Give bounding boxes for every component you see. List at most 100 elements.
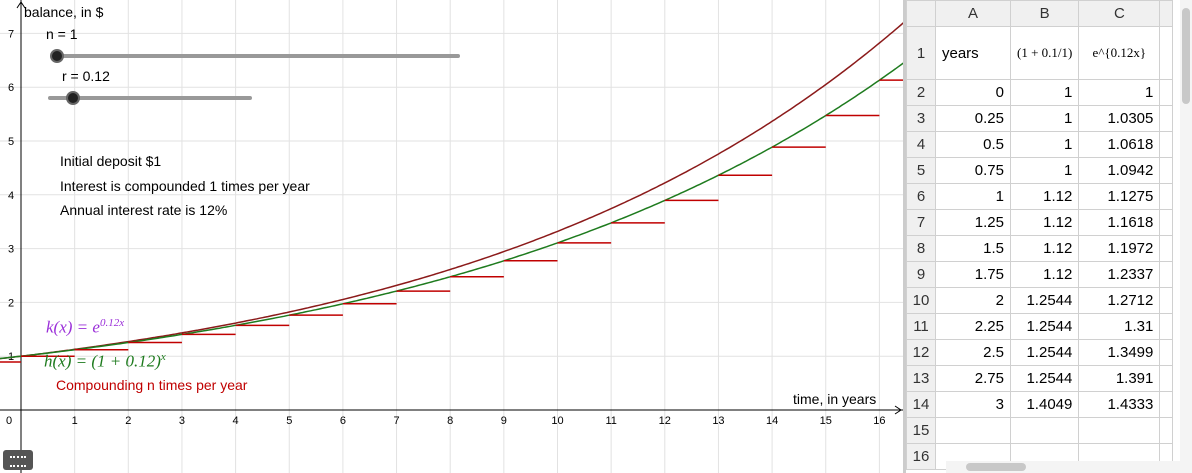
cell-a[interactable]: 3 (935, 391, 1011, 418)
cell-a[interactable]: 0.25 (935, 105, 1011, 132)
row-header[interactable]: 2 (906, 79, 936, 106)
table-row[interactable]: 5 0.75 1 1.0942 (906, 157, 1174, 184)
row-header[interactable]: 8 (906, 235, 936, 262)
cell-b[interactable]: 1.4049 (1009, 391, 1080, 418)
row-header[interactable]: 13 (906, 365, 936, 392)
cell-c[interactable]: 1 (1078, 79, 1161, 106)
cell-c[interactable]: 1.4333 (1078, 391, 1161, 418)
cell-a[interactable]: 2.5 (935, 339, 1011, 366)
row-header[interactable]: 1 (906, 26, 936, 80)
table-row[interactable]: 10 2 1.2544 1.2712 (906, 287, 1174, 314)
row-header[interactable]: 15 (906, 417, 936, 444)
row-header[interactable]: 14 (906, 391, 936, 418)
horizontal-scrollbar[interactable] (946, 461, 1192, 473)
cell-a1[interactable]: years (935, 26, 1011, 80)
cell-b[interactable]: 1 (1009, 105, 1080, 132)
table-row[interactable]: 8 1.5 1.12 1.1972 (906, 235, 1174, 262)
cell-b[interactable]: 1.12 (1009, 209, 1080, 236)
column-header-b[interactable]: B (1009, 0, 1080, 27)
cell-a[interactable] (935, 417, 1011, 444)
corner-cell[interactable] (906, 0, 936, 27)
cell-a[interactable]: 1 (935, 183, 1011, 210)
vertical-scrollbar[interactable] (1180, 0, 1192, 473)
cell-b[interactable]: 1 (1009, 131, 1080, 158)
slider-r-track[interactable] (48, 96, 252, 100)
slider-n-track[interactable] (56, 54, 460, 58)
row-header[interactable]: 4 (906, 131, 936, 158)
table-row[interactable]: 3 0.25 1 1.0305 (906, 105, 1174, 132)
x-tick-label: 5 (286, 415, 292, 427)
row-header[interactable]: 10 (906, 287, 936, 314)
cell-c[interactable]: 1.1275 (1078, 183, 1161, 210)
horizontal-scroll-thumb[interactable] (966, 463, 1026, 471)
y-axis-arrow (16, 1, 26, 9)
table-row[interactable]: 4 0.5 1 1.0618 (906, 131, 1174, 158)
row-header[interactable]: 11 (906, 313, 936, 340)
cell-a[interactable]: 2.75 (935, 365, 1011, 392)
cell-b1[interactable]: (1 + 0.1/1) (1009, 26, 1080, 80)
cell-b[interactable]: 1.12 (1009, 183, 1080, 210)
column-header-a[interactable]: A (935, 0, 1011, 27)
cell-c[interactable]: 1.0942 (1078, 157, 1161, 184)
cell-c[interactable]: 1.0305 (1078, 105, 1161, 132)
slider-r-knob[interactable] (66, 91, 80, 105)
cell-c[interactable]: 1.1972 (1078, 235, 1161, 262)
table-row[interactable]: 15 (906, 417, 1174, 444)
cell-c[interactable]: 1.2712 (1078, 287, 1161, 314)
cell-b[interactable] (1009, 417, 1080, 444)
table-row[interactable]: 14 3 1.4049 1.4333 (906, 391, 1174, 418)
cell-b[interactable]: 1 (1009, 157, 1080, 184)
h-function-label[interactable]: h(x) = (1 + 0.12)x (44, 351, 166, 372)
row-header[interactable]: 6 (906, 183, 936, 210)
cell-c[interactable]: 1.391 (1078, 365, 1161, 392)
cell-b[interactable]: 1.2544 (1009, 365, 1080, 392)
table-row[interactable]: 11 2.25 1.2544 1.31 (906, 313, 1174, 340)
cell-b[interactable]: 1.2544 (1009, 313, 1080, 340)
cell-a[interactable]: 2 (935, 287, 1011, 314)
row-header[interactable]: 12 (906, 339, 936, 366)
cell-extra (1159, 79, 1174, 106)
table-row[interactable]: 6 1 1.12 1.1275 (906, 183, 1174, 210)
table-row[interactable]: 7 1.25 1.12 1.1618 (906, 209, 1174, 236)
row-header[interactable]: 3 (906, 105, 936, 132)
table-row[interactable]: 9 1.75 1.12 1.2337 (906, 261, 1174, 288)
column-header-c[interactable]: C (1078, 0, 1161, 27)
cell-c[interactable]: 1.31 (1078, 313, 1161, 340)
x-tick-label: 2 (125, 415, 131, 427)
vertical-scroll-thumb[interactable] (1182, 8, 1190, 104)
row-header[interactable]: 7 (906, 209, 936, 236)
h-label-base: h(x) = (1 + 0.12) (44, 351, 161, 371)
row-header[interactable]: 9 (906, 261, 936, 288)
slider-n-knob[interactable] (50, 49, 64, 63)
cell-a[interactable]: 0.75 (935, 157, 1011, 184)
table-row[interactable]: 12 2.5 1.2544 1.3499 (906, 339, 1174, 366)
cell-c[interactable]: 1.3499 (1078, 339, 1161, 366)
cell-a[interactable]: 2.25 (935, 313, 1011, 340)
cell-c[interactable]: 1.0618 (1078, 131, 1161, 158)
cell-a[interactable]: 1.75 (935, 261, 1011, 288)
cell-c1[interactable]: e^{0.12x} (1078, 26, 1161, 80)
cell-b[interactable]: 1.2544 (1009, 287, 1080, 314)
cell-b[interactable]: 1 (1009, 79, 1080, 106)
cell-c[interactable]: 1.2337 (1078, 261, 1161, 288)
cell-b[interactable]: 1.2544 (1009, 339, 1080, 366)
cell-b[interactable]: 1.12 (1009, 261, 1080, 288)
x-tick-label: 16 (873, 415, 885, 427)
table-row[interactable]: 13 2.75 1.2544 1.391 (906, 365, 1174, 392)
cell-a[interactable]: 1.25 (935, 209, 1011, 236)
cell-a[interactable]: 0.5 (935, 131, 1011, 158)
cell-c[interactable]: 1.1618 (1078, 209, 1161, 236)
keyboard-icon[interactable] (3, 450, 33, 470)
cell-a[interactable]: 0 (935, 79, 1011, 106)
k-function-label[interactable]: k(x) = e0.12x (46, 317, 124, 338)
cell-c[interactable] (1078, 417, 1161, 444)
cell-a[interactable]: 1.5 (935, 235, 1011, 262)
graphics-view[interactable]: 0 1 2 3 4 5 6 7 8 9 10 11 12 13 14 15 16 1 2 3 4 5 6 7 balance,… (0, 0, 903, 473)
row-header[interactable]: 5 (906, 157, 936, 184)
cell-b[interactable]: 1.12 (1009, 235, 1080, 262)
row-header[interactable]: 16 (906, 443, 936, 470)
